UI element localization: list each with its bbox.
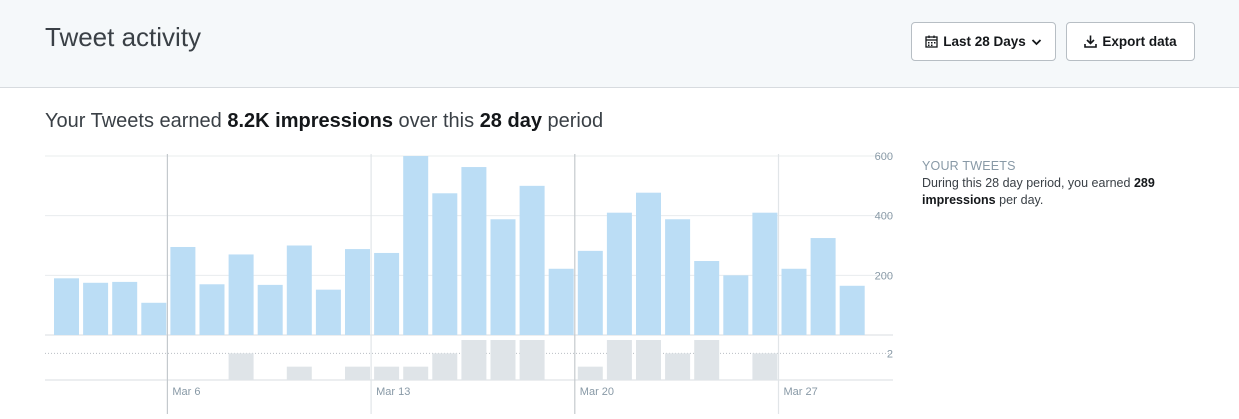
side-text-pre: During this 28 day period, you earned: [922, 176, 1134, 190]
summary-period: 28 day: [479, 110, 542, 132]
tweets-bar: [665, 353, 691, 380]
impressions-bar: [781, 268, 807, 335]
export-data-button[interactable]: Export data: [1066, 22, 1195, 61]
chevron-down-icon: [1031, 38, 1041, 45]
impressions-bar: [374, 252, 400, 335]
impressions-bar: [432, 193, 458, 335]
summary-suffix: period: [541, 110, 604, 132]
impressions-bar: [519, 185, 545, 335]
impressions-bar: [752, 212, 778, 335]
impressions-bar: [315, 289, 341, 335]
impressions-bar: [490, 219, 516, 335]
impressions-bar: [665, 219, 691, 335]
side-text-bold: impressions: [922, 193, 996, 207]
tweets-bar: [606, 340, 632, 380]
impressions-chart: 200 400 600 2 Mar 6 Mar 13 Mar 20 Mar 27: [45, 150, 905, 414]
download-icon: [1084, 35, 1098, 48]
date-range-label: Last 28 Days: [943, 34, 1026, 49]
impressions-bar: [54, 278, 79, 335]
header: Tweet activity Last 28 Days Export data: [0, 0, 1239, 88]
impressions-bar: [141, 302, 167, 335]
tweets-bar: [519, 340, 545, 380]
impressions-chart-svg: 200 400 600 2 Mar 6 Mar 13 Mar 20 Mar 27: [45, 151, 893, 414]
page-title: Tweet activity: [45, 22, 202, 52]
tweets-bar: [694, 340, 720, 380]
x-tick-label: Mar 27: [784, 386, 818, 398]
tweets-bar: [577, 366, 603, 380]
impressions-bar: [403, 156, 429, 335]
y-tick-label: 400: [875, 211, 893, 223]
y-tick-label: 600: [875, 151, 893, 163]
your-tweets-panel: YOUR TWEETS During this 28 day period, y…: [922, 158, 1222, 209]
impressions-bar: [548, 268, 574, 335]
impressions-bar: [199, 284, 225, 335]
tweets-bar: [490, 340, 516, 380]
y-tick-label: 200: [875, 270, 893, 282]
impressions-bar: [636, 192, 661, 335]
tweets-bar: [374, 366, 400, 380]
impressions-bar: [345, 249, 370, 335]
tweets-bar: [403, 366, 429, 380]
summary-middle: over this: [392, 110, 480, 132]
tweets-bar: [345, 366, 370, 380]
impressions-bar: [461, 167, 487, 335]
export-data-label: Export data: [1102, 34, 1177, 49]
tweets-bar: [432, 353, 458, 380]
calendar-icon: [925, 35, 938, 48]
summary-impressions: 8.2K impressions: [227, 110, 393, 132]
your-tweets-description: During this 28 day period, you earned 28…: [922, 175, 1222, 209]
x-tick-label: Mar 20: [580, 386, 614, 398]
side-value: 289: [1133, 176, 1155, 190]
impressions-bar: [694, 261, 720, 335]
tweets-bar: [636, 340, 661, 380]
side-text-post: per day.: [995, 193, 1044, 207]
x-tick-label: Mar 6: [172, 386, 200, 398]
impressions-bar: [228, 254, 254, 335]
impressions-bar: [112, 281, 138, 335]
impressions-bar: [839, 285, 865, 335]
impressions-bar: [286, 245, 312, 335]
tweets-bar: [286, 366, 312, 380]
impressions-bar: [810, 238, 836, 335]
tweets-bar: [752, 353, 778, 380]
x-tick-label: Mar 13: [376, 386, 410, 398]
tweets-bar: [228, 353, 254, 380]
impressions-bar: [606, 212, 632, 335]
impressions-summary: Your Tweets earned 8.2K impressions over…: [45, 110, 603, 133]
impressions-bar: [170, 246, 196, 335]
tweets-y-tick-label: 2: [887, 348, 893, 360]
your-tweets-title: YOUR TWEETS: [922, 159, 1016, 173]
impressions-bar: [723, 275, 749, 335]
summary-prefix: Your Tweets earned: [45, 110, 228, 132]
impressions-bar: [577, 250, 603, 335]
date-range-button[interactable]: Last 28 Days: [911, 22, 1056, 61]
tweets-bar: [461, 340, 487, 380]
impressions-bar: [83, 282, 109, 335]
impressions-bar: [257, 284, 283, 335]
